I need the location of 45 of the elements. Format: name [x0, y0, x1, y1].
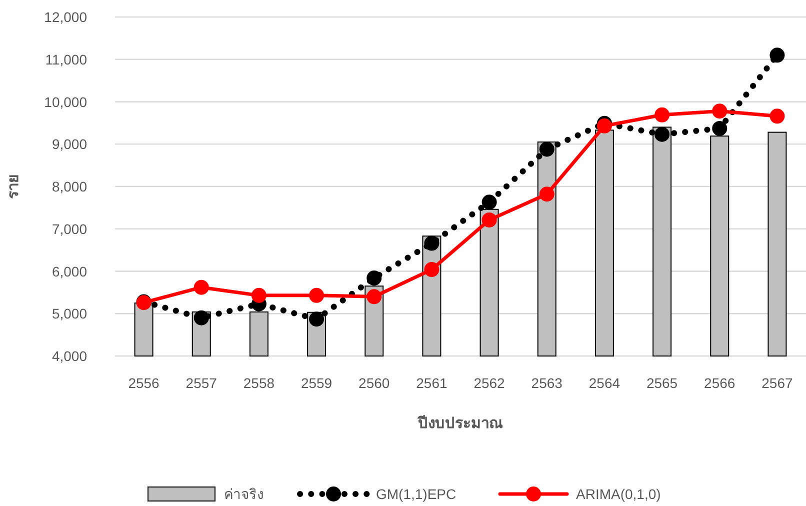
x-tick-label: 2564	[588, 375, 620, 391]
x-tick-label: 2560	[358, 375, 390, 391]
y-tick-label: 12,000	[44, 9, 88, 25]
point	[194, 310, 209, 326]
legend-label: ARIMA(0,1,0)	[576, 486, 661, 502]
y-tick-label: 8,000	[52, 178, 88, 194]
x-tick-label: 2562	[474, 375, 506, 391]
point	[424, 236, 440, 251]
point	[309, 312, 324, 327]
y-tick-label: 10,000	[44, 94, 88, 110]
point	[712, 120, 728, 136]
y-tick-label: 11,000	[45, 51, 88, 68]
point	[770, 108, 785, 124]
point	[539, 142, 554, 157]
point	[251, 288, 266, 303]
point	[309, 288, 324, 303]
y-axis-title: ราย	[5, 174, 22, 199]
x-tick-label: 2561	[416, 375, 448, 391]
point	[482, 194, 497, 210]
y-tick-label: 4,000	[52, 348, 88, 364]
point	[654, 107, 670, 122]
y-tick-label: 5,000	[52, 306, 88, 322]
y-tick-label: 7,000	[52, 220, 88, 237]
y-tick-label: 6,000	[52, 263, 88, 280]
point	[366, 289, 382, 304]
point	[482, 212, 497, 228]
point	[654, 126, 670, 142]
x-tick-label: 2557	[186, 375, 218, 391]
x-tick-label: 2563	[531, 375, 563, 391]
point	[366, 270, 382, 286]
point	[194, 280, 209, 295]
legend-label: GM(1,1)EPC	[376, 486, 456, 502]
legend-label: ค่าจริง	[224, 486, 264, 502]
x-tick-label: 2558	[243, 375, 275, 391]
point	[424, 262, 440, 278]
x-tick-label: 2565	[646, 375, 678, 391]
x-axis-title: ปีงบประมาณ	[417, 415, 503, 432]
x-tick-label: 2566	[704, 375, 736, 391]
point	[539, 186, 554, 202]
x-tick-label: 2567	[762, 375, 793, 391]
y-tick-label: 9,000	[52, 136, 88, 152]
x-tick-label: 2556	[128, 375, 160, 391]
point	[712, 104, 728, 119]
x-tick-label: 2559	[300, 375, 332, 391]
point	[770, 48, 785, 63]
